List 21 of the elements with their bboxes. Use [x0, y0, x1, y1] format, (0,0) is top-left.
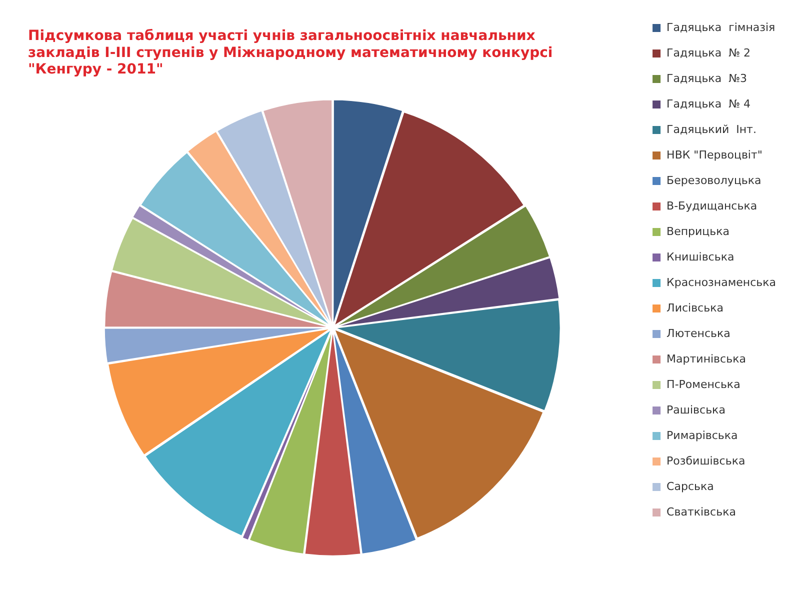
text: Підсумкова таблиця участі учнів загальноосвітніх навчальних закладів І-ІІІ ступенів у Міжнародному математичному конкурсі "Кенгуру - 2011" [28, 28, 553, 78]
legend-label: Гадяцька № 2 [666, 46, 751, 60]
legend-label: НВК "Первоцвіт" [666, 148, 762, 162]
legend-label: Гадяцька №3 [666, 72, 748, 85]
legend-label: Гадяцька гімназія [666, 20, 776, 34]
legend-label: П-Роменська [666, 378, 740, 391]
legend-label: Мартинівська [666, 352, 746, 366]
legend-label: Гадяцька № 4 [666, 97, 751, 110]
legend-label: Краснознаменська [666, 276, 776, 289]
legend-label: Сватківська [666, 505, 736, 518]
legend-label: Сарська [666, 480, 714, 493]
legend-label: Веприцька [666, 224, 730, 238]
legend-label: Лютенська [666, 326, 730, 340]
legend-label: Лисівська [666, 301, 724, 314]
legend-label: Римарівська [666, 428, 738, 442]
legend-label: В-Будищанська [666, 199, 758, 212]
legend-label: Книшівська [666, 250, 734, 264]
legend-label: Березоволуцька [666, 174, 762, 187]
legend-label: Гадяцький Інт. [666, 122, 756, 136]
legend-label: Розбишівська [666, 454, 746, 468]
legend-label: Рашівська [666, 403, 726, 416]
